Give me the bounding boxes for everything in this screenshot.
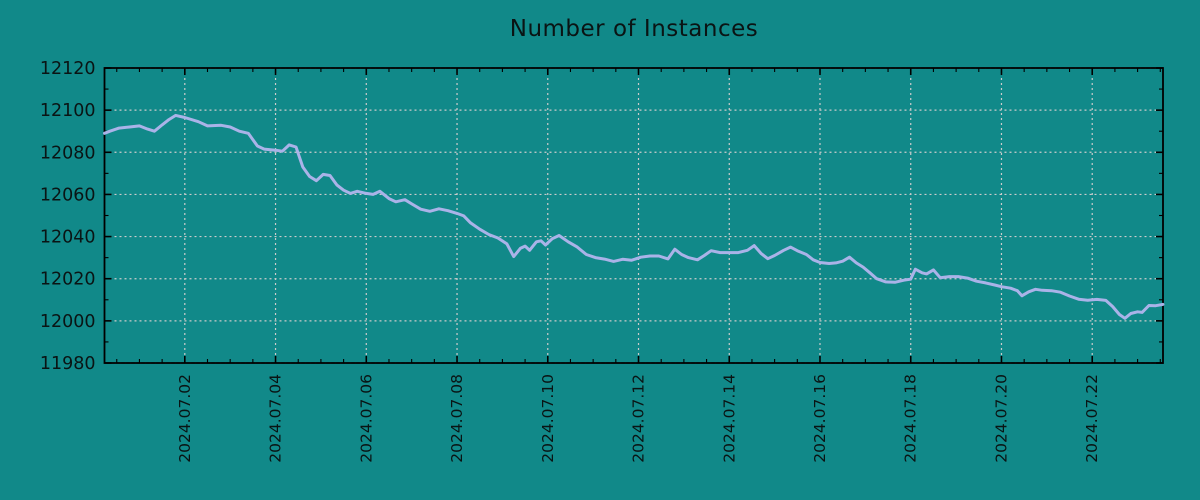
y-tick-label: 12000	[40, 312, 96, 332]
y-tick-label: 12100	[40, 101, 96, 121]
x-tick-label: 2024.07.12	[630, 374, 648, 463]
y-tick-label: 11980	[40, 354, 96, 374]
x-tick-label: 2024.07.16	[811, 374, 829, 463]
x-tick-label: 2024.07.02	[176, 374, 194, 463]
plot-frame	[103, 67, 1164, 364]
y-tick-label: 12120	[40, 59, 96, 79]
chart-title: Number of Instances	[509, 16, 759, 42]
x-tick-label: 2024.07.14	[720, 374, 738, 463]
x-tick-label: 2024.07.10	[539, 374, 557, 463]
y-tick-label: 12040	[40, 228, 96, 248]
x-tick-label: 2024.07.20	[992, 374, 1010, 463]
y-tick-label: 12080	[40, 143, 96, 163]
x-tick-label: 2024.07.08	[448, 374, 466, 463]
data-line-instances	[103, 113, 1165, 320]
y-tick-label: 12020	[40, 270, 96, 290]
y-tick-label: 12060	[40, 185, 96, 205]
x-tick-label: 2024.07.04	[267, 374, 285, 463]
x-tick-label: 2024.07.18	[902, 374, 920, 463]
x-tick-label: 2024.07.06	[357, 374, 375, 463]
x-tick-label: 2024.07.22	[1083, 374, 1101, 463]
